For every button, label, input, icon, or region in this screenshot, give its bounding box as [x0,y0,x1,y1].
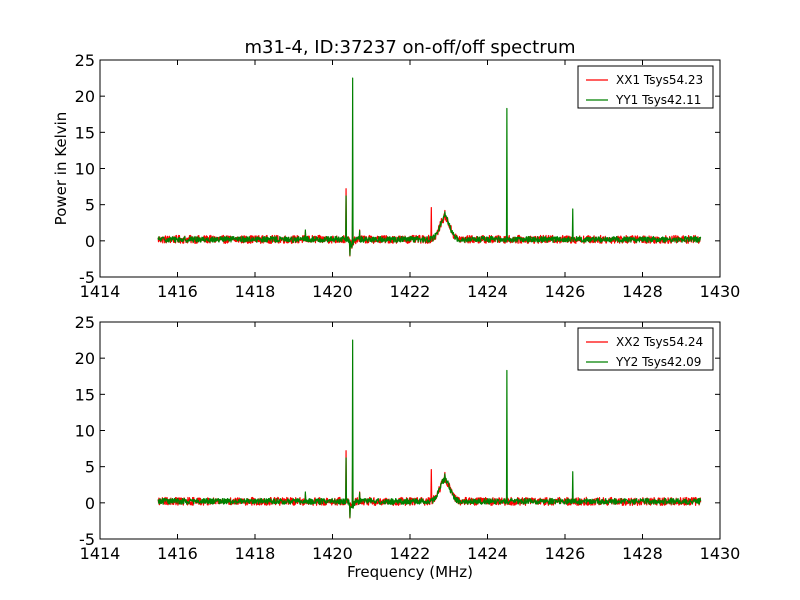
legend-label: XX1 Tsys54.23 [616,73,703,87]
legend-box [577,65,714,109]
y-tick-label: 15 [75,123,95,142]
x-tick-label: 1428 [622,544,663,563]
x-tick-label: 1418 [235,544,276,563]
x-tick-label: 1424 [467,282,508,301]
y-tick-label: 25 [75,313,95,332]
x-tick-label: 1414 [80,282,121,301]
y-tick-label: 20 [75,349,95,368]
legend-label: YY1 Tsys42.11 [615,93,701,107]
y-tick-label: -5 [79,268,95,287]
y-axis: -5 0 5 10 15 20 25 [75,313,720,549]
y-axis-title: Power in Kelvin [52,112,70,226]
x-tick-label: 1422 [390,544,431,563]
x-tick-label: 1418 [235,282,276,301]
x-tick-label: 1426 [545,282,586,301]
legend: XX1 Tsys54.23 YY1 Tsys42.11 [577,65,714,109]
x-axis: 1414 1416 1418 1420 1422 1424 1426 1428 1430 [80,322,741,563]
y-tick-label: 0 [85,494,95,513]
y-tick-label: 15 [75,385,95,404]
x-tick-label: 1420 [312,282,353,301]
y-tick-label: 10 [75,160,95,179]
chart-title: m31-4, ID:37237 on-off/off spectrum [244,37,575,58]
y-tick-label: 10 [75,422,95,441]
legend-label: XX2 Tsys54.24 [616,335,703,349]
x-tick-label: 1416 [157,282,198,301]
legend: XX2 Tsys54.24 YY2 Tsys42.09 [577,327,714,371]
x-tick-label: 1424 [467,544,508,563]
legend-label: YY2 Tsys42.09 [615,355,701,369]
series-line-yy2 [157,339,702,518]
x-tick-label: 1416 [157,544,198,563]
x-tick-label: 1428 [622,282,663,301]
series-group [157,339,702,519]
y-axis: -5 0 5 10 15 20 25 [75,51,720,287]
y-tick-label: 25 [75,51,95,70]
y-tick-label: 20 [75,87,95,106]
series-line-yy1 [157,77,702,256]
x-tick-label: 1426 [545,544,586,563]
bottom-panel: 1414 1416 1418 1420 1422 1424 1426 1428 1430 -5 0 5… [75,313,741,581]
x-axis: 1414 1416 1418 1420 1422 1424 1426 1428 1430 [80,60,741,301]
top-panel: 1414 1416 1418 1420 1422 1424 1426 1428 1430 -5 0 5… [52,51,740,301]
x-tick-label: 1422 [390,282,431,301]
y-tick-label: 5 [85,196,95,215]
y-tick-label: 0 [85,232,95,251]
x-tick-label: 1414 [80,544,121,563]
x-tick-label: 1430 [700,282,741,301]
legend-box [577,327,714,371]
y-tick-label: -5 [79,530,95,549]
x-tick-label: 1430 [700,544,741,563]
x-axis-title: Frequency (MHz) [347,563,473,581]
series-group [157,77,702,257]
y-tick-label: 5 [85,458,95,477]
x-tick-label: 1420 [312,544,353,563]
